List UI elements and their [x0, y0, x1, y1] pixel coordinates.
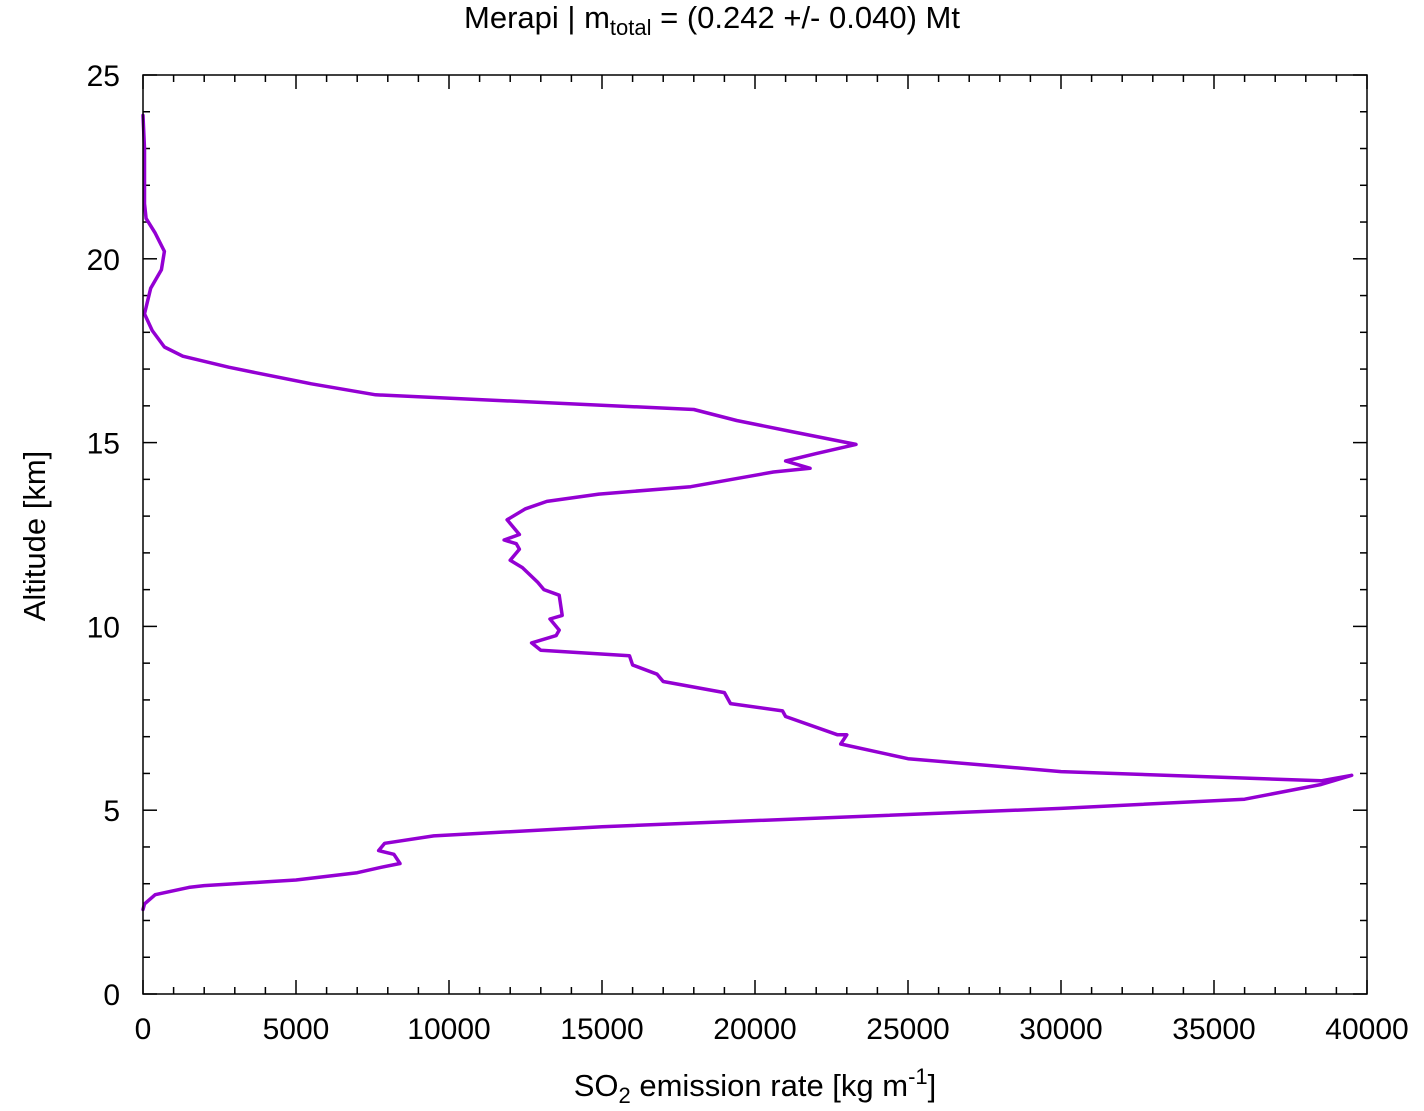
y-tick-label: 10	[87, 611, 120, 644]
x-tick-label: 30000	[1019, 1013, 1102, 1046]
y-tick-label: 5	[103, 795, 120, 828]
y-tick-label: 20	[87, 244, 120, 277]
chart-title-main: Merapi | m	[464, 0, 610, 35]
x-axis-label-sup: -1	[908, 1064, 928, 1089]
y-tick-labels: 0 5 10 15 20 25	[87, 60, 120, 1012]
chart-title-subscript: total	[609, 15, 652, 40]
x-axis-label: SO2 emission rate [kg m-1]	[0, 1064, 1424, 1108]
x-axis-label-pre: SO	[573, 1068, 619, 1103]
chart-title: Merapi | mtotal = (0.242 +/- 0.040) Mt	[0, 0, 1424, 39]
x-tick-label: 25000	[866, 1013, 949, 1046]
x-tick-label: 10000	[407, 1013, 490, 1046]
x-tick-label: 0	[135, 1013, 152, 1046]
x-axis-label-sub: 2	[618, 1083, 631, 1108]
x-axis-label-post: ]	[927, 1068, 937, 1103]
y-tick-label: 15	[87, 428, 120, 461]
y-tick-label: 0	[103, 979, 120, 1012]
x-axis-label-mid: emission rate [kg m	[630, 1068, 909, 1103]
plot-frame	[142, 74, 1368, 995]
y-tick-label: 25	[87, 60, 120, 93]
x-tick-label: 15000	[560, 1013, 643, 1046]
x-tick-label: 20000	[713, 1013, 796, 1046]
series-line	[141, 113, 1354, 912]
x-tick-label: 35000	[1172, 1013, 1255, 1046]
chart-title-suffix: = (0.242 +/- 0.040) Mt	[651, 0, 960, 35]
x-tick-labels: 0 5000 10000 15000 20000 25000 30000 35000 40000	[135, 1013, 1409, 1046]
y-axis-label: Altitude [km]	[17, 450, 52, 622]
x-tick-label: 40000	[1325, 1013, 1408, 1046]
x-tick-label: 5000	[263, 1013, 330, 1046]
axis-ticks	[142, 74, 1368, 995]
